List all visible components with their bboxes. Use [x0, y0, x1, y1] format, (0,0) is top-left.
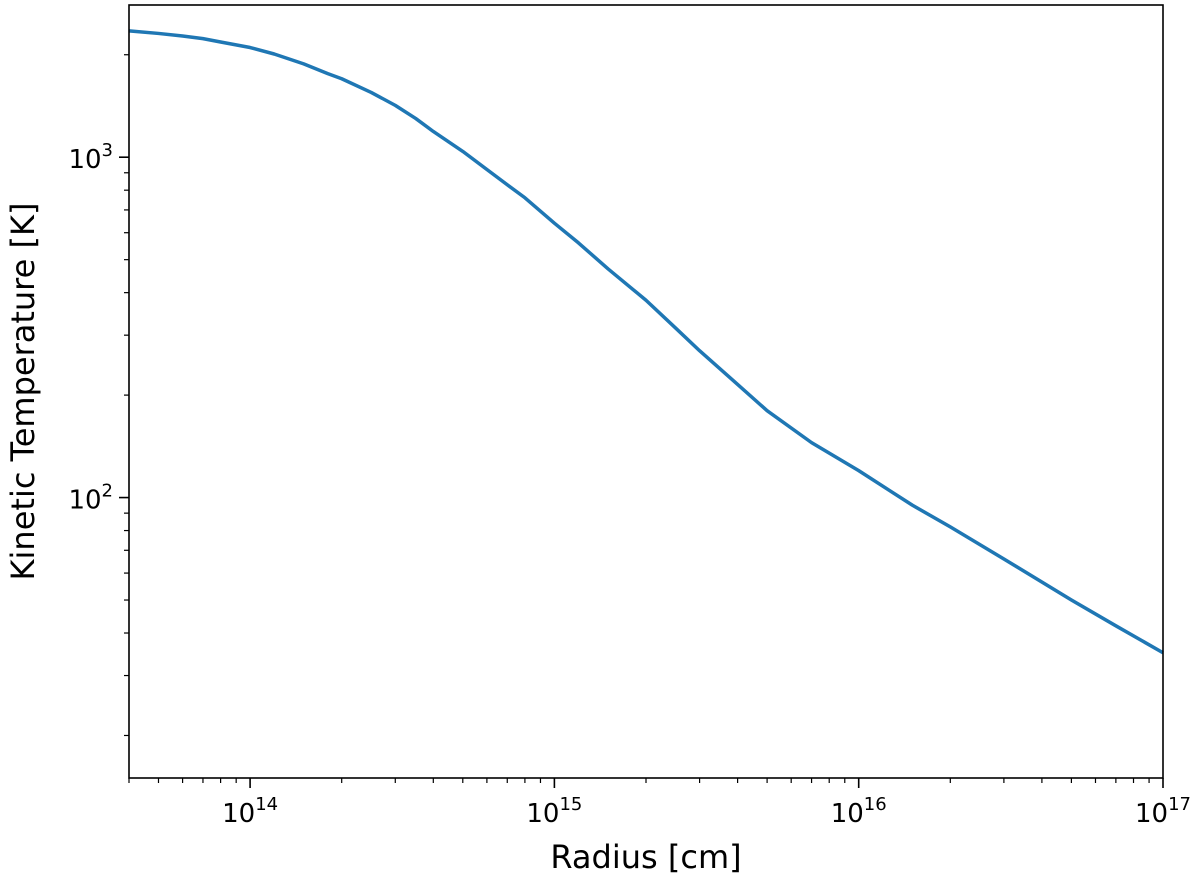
x-tick-label: 1017: [1135, 794, 1191, 829]
x-tick-label: 1015: [526, 794, 582, 829]
y-tick-label: 103: [68, 140, 113, 175]
y-axis-title: Kinetic Temperature [K]: [4, 203, 42, 581]
x-axis-title: Radius [cm]: [550, 838, 741, 876]
plot-frame: [128, 4, 1164, 779]
y-tick-label: 102: [68, 481, 113, 516]
x-tick-label: 1016: [831, 794, 887, 829]
x-tick-label: 1014: [222, 794, 278, 829]
series-line-0: [128, 29, 1164, 655]
series-layer: [128, 29, 1164, 655]
ticks-layer: 1014 1015 1016 1017 102 103: [68, 54, 1191, 829]
